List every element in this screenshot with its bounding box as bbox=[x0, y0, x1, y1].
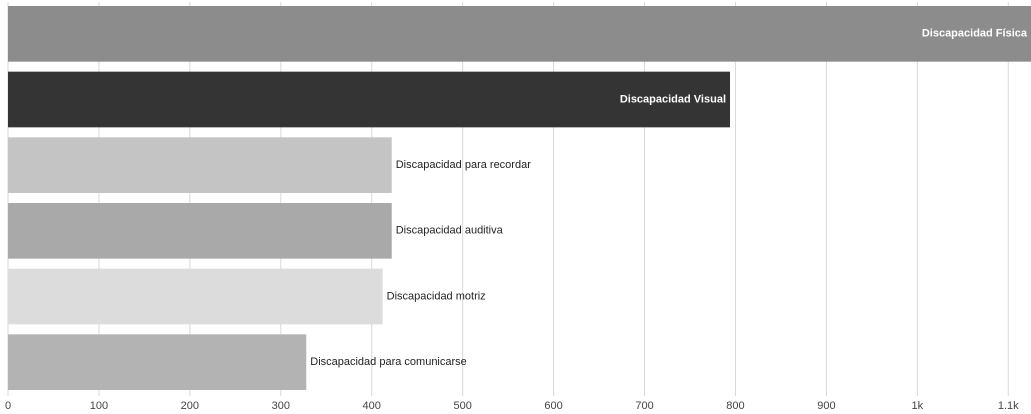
x-tick-label: 100 bbox=[90, 400, 108, 412]
bar bbox=[8, 203, 392, 259]
x-tick-label: 200 bbox=[181, 400, 199, 412]
bar bbox=[8, 334, 307, 390]
x-tick-label: 700 bbox=[635, 400, 653, 412]
x-tick-label: 400 bbox=[363, 400, 381, 412]
x-tick-label: 1k bbox=[912, 400, 924, 412]
bar bbox=[8, 6, 1031, 62]
bar bbox=[8, 137, 392, 193]
x-tick-label: 300 bbox=[272, 400, 290, 412]
bar-label: Discapacidad Visual bbox=[620, 93, 726, 105]
bar-label: Discapacidad para comunicarse bbox=[310, 356, 467, 368]
bar-label: Discapacidad para recordar bbox=[396, 159, 531, 171]
bar-label: Discapacidad motriz bbox=[387, 290, 486, 302]
bar-label: Discapacidad Física bbox=[922, 28, 1028, 40]
bar-label: Discapacidad auditiva bbox=[396, 225, 504, 237]
x-tick-label: 500 bbox=[453, 400, 471, 412]
x-tick-label: 900 bbox=[817, 400, 835, 412]
x-tick-label: 800 bbox=[726, 400, 744, 412]
bar bbox=[8, 71, 731, 128]
x-tick-label: 1.1k bbox=[998, 400, 1019, 412]
bar bbox=[8, 268, 383, 325]
x-tick-label: 600 bbox=[544, 400, 562, 412]
x-tick-label: 0 bbox=[5, 400, 11, 412]
